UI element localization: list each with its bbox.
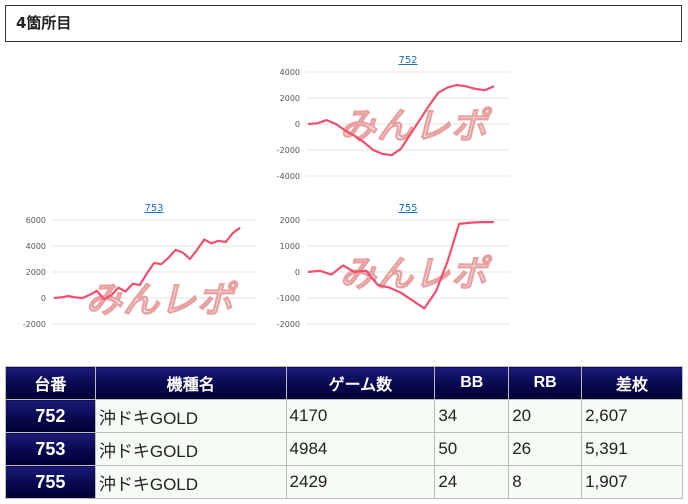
- chart-title-link[interactable]: 755: [398, 203, 417, 214]
- game-count-cell: 4984: [285, 432, 436, 466]
- difference-cell: 5,391: [581, 432, 683, 466]
- machine-number-cell: 755: [5, 465, 96, 499]
- chart-755-svg: 755 2000 1000 0 -1000 -2000 みんレポ: [277, 203, 510, 329]
- machine-number-cell: 752: [5, 399, 96, 433]
- model-name-cell: 沖ドキGOLD: [94, 399, 287, 433]
- y-tick-label: 6000: [26, 216, 46, 225]
- y-tick-label: -2000: [277, 146, 300, 155]
- chart-title-link[interactable]: 753: [144, 203, 163, 214]
- bb-cell: 24: [434, 465, 510, 499]
- y-tick-label: 2000: [280, 216, 300, 225]
- header-rb: RB: [508, 366, 583, 400]
- y-tick-label: 4000: [280, 68, 300, 77]
- y-tick-label: 1000: [280, 242, 300, 251]
- table-header-row: 台番 機種名 ゲーム数 BB RB 差枚: [5, 366, 683, 400]
- table-row: 755 沖ドキGOLD 2429 24 8 1,907: [5, 465, 683, 499]
- chart-753-svg: 753 6000 4000 2000 0 -2000 みんレポ: [23, 203, 256, 329]
- y-tick-label: 4000: [26, 242, 46, 251]
- watermark-logo: みんレポ: [86, 280, 239, 321]
- model-name-cell: 沖ドキGOLD: [94, 465, 287, 499]
- game-count-cell: 4170: [285, 399, 436, 433]
- header-game-count: ゲーム数: [285, 366, 436, 400]
- rb-cell: 8: [508, 465, 583, 499]
- y-tick-label: 2000: [280, 94, 300, 103]
- y-tick-label: -2000: [23, 320, 46, 329]
- table-row: 752 沖ドキGOLD 4170 34 20 2,607: [5, 399, 683, 433]
- y-tick-label: 0: [295, 120, 300, 129]
- y-tick-label: -1000: [277, 294, 300, 303]
- difference-cell: 1,907: [581, 465, 683, 499]
- header-bb: BB: [434, 366, 510, 400]
- model-name-cell: 沖ドキGOLD: [94, 432, 287, 466]
- machine-result-table: 台番 機種名 ゲーム数 BB RB 差枚 752 沖ドキGOLD 4170 34…: [5, 366, 683, 499]
- game-count-cell: 2429: [285, 465, 436, 499]
- y-tick-label: -4000: [277, 172, 300, 181]
- bb-cell: 50: [434, 432, 510, 466]
- section-title: 4箇所目: [5, 5, 682, 42]
- watermark-logo: みんレポ: [340, 254, 493, 295]
- chart-752: 752 4000 2000 0 -2000 -4000 みんレポ: [268, 52, 518, 187]
- header-machine-number: 台番: [5, 366, 96, 400]
- difference-cell: 2,607: [581, 399, 683, 433]
- table-row: 753 沖ドキGOLD 4984 50 26 5,391: [5, 432, 683, 466]
- chart-title-link[interactable]: 752: [398, 55, 417, 66]
- rb-cell: 26: [508, 432, 583, 466]
- bb-cell: 34: [434, 399, 510, 433]
- y-tick-label: -2000: [277, 320, 300, 329]
- machine-number-cell: 753: [5, 432, 96, 466]
- rb-cell: 20: [508, 399, 583, 433]
- chart-755: 755 2000 1000 0 -1000 -2000 みんレポ: [268, 200, 518, 335]
- y-tick-label: 2000: [26, 268, 46, 277]
- chart-753: 753 6000 4000 2000 0 -2000 みんレポ: [14, 200, 264, 335]
- header-model-name: 機種名: [94, 366, 287, 400]
- y-tick-label: 0: [295, 268, 300, 277]
- header-difference: 差枚: [581, 366, 683, 400]
- y-tick-label: 0: [41, 294, 46, 303]
